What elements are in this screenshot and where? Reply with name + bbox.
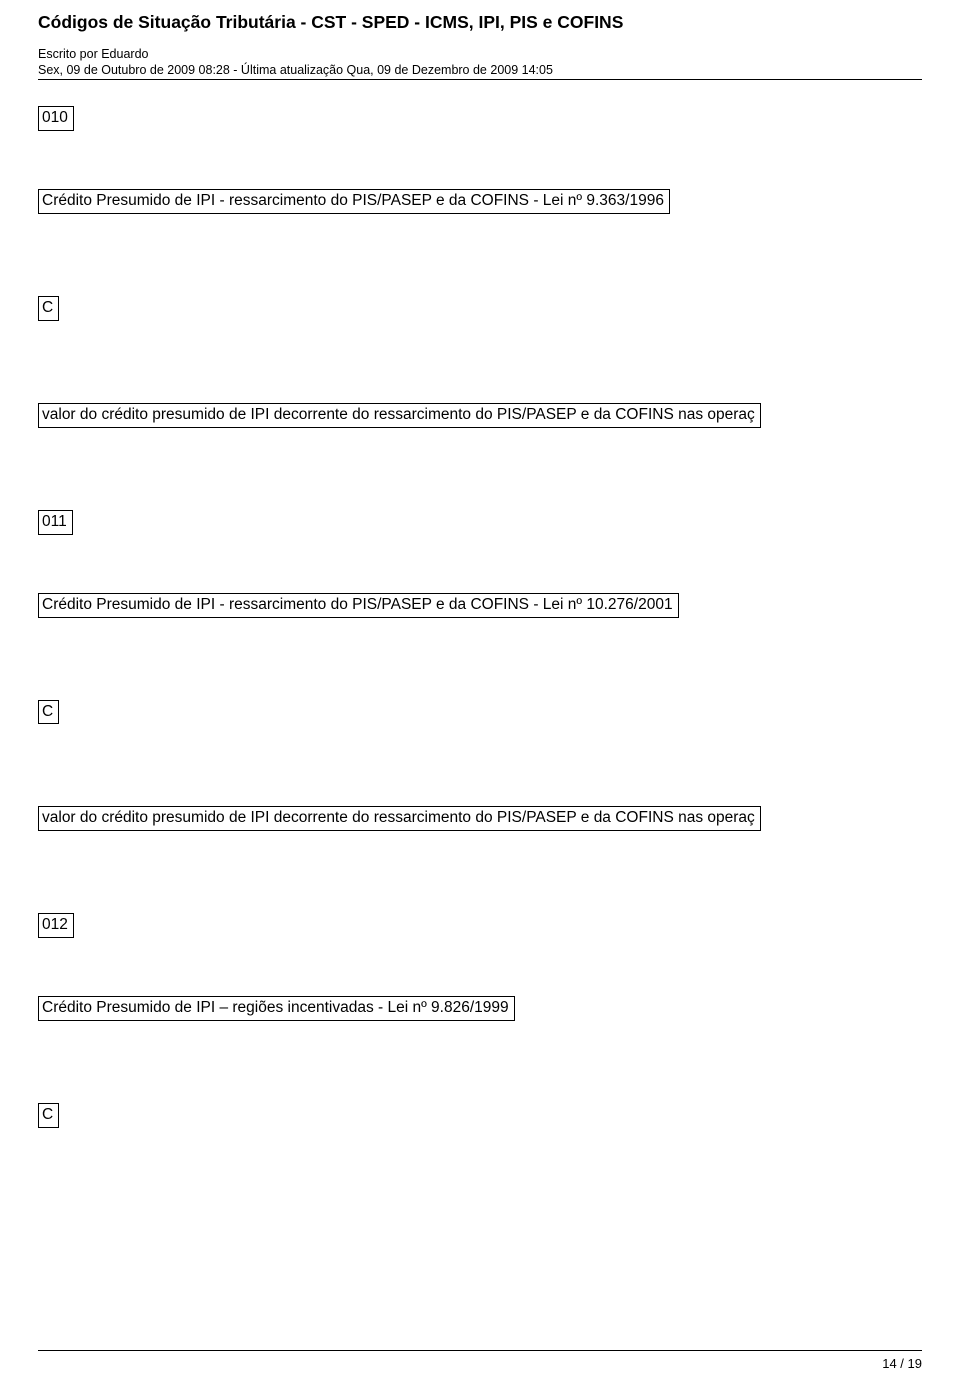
header-divider <box>38 79 922 80</box>
author-line: Escrito por Eduardo <box>38 47 922 61</box>
page-number: 14 / 19 <box>882 1356 922 1371</box>
cell-code-011: 011 <box>38 510 73 535</box>
page-title: Códigos de Situação Tributária - CST - S… <box>38 12 922 33</box>
date-line: Sex, 09 de Outubro de 2009 08:28 - Últim… <box>38 63 922 77</box>
cell-c-2: C <box>38 700 59 725</box>
cell-code-012: 012 <box>38 913 74 938</box>
cell-valor-1: valor do crédito presumido de IPI decorr… <box>38 403 761 428</box>
cell-valor-2: valor do crédito presumido de IPI decorr… <box>38 806 761 831</box>
cell-credito-9826: Crédito Presumido de IPI – regiões incen… <box>38 996 515 1021</box>
cell-credito-10276: Crédito Presumido de IPI - ressarcimento… <box>38 593 679 618</box>
cell-credito-9363: Crédito Presumido de IPI - ressarcimento… <box>38 189 670 214</box>
cell-code-010: 010 <box>38 106 74 131</box>
footer-divider <box>38 1350 922 1351</box>
cell-c-3: C <box>38 1103 59 1128</box>
cell-c-1: C <box>38 296 59 321</box>
